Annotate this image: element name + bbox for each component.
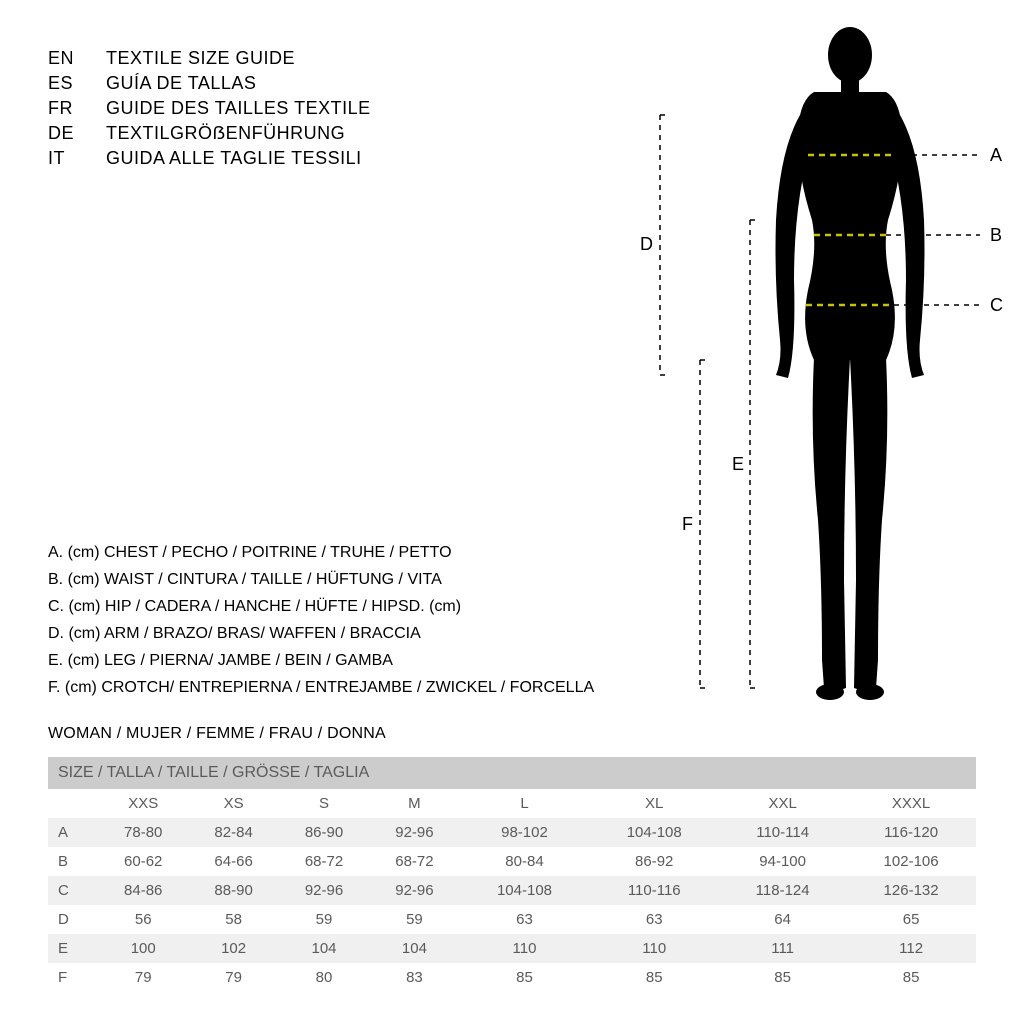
table-cell: 110 [460,934,590,963]
table-cell: 79 [98,963,188,992]
table-cell: XS [188,789,278,818]
table-cell: 83 [369,963,459,992]
table-cell: 111 [719,934,846,963]
table-cell: 104 [369,934,459,963]
table-cell: 104-108 [460,876,590,905]
table-cell: XXS [98,789,188,818]
table-cell: 110-114 [719,818,846,847]
table-cell: 64-66 [188,847,278,876]
table-row: F7979808385858585 [48,963,976,992]
silhouette-icon [776,27,925,700]
table-cell [48,789,98,818]
table-cell: 100 [98,934,188,963]
label-b: B [990,225,1002,245]
table-row: C84-8688-9092-9692-96104-108110-116118-1… [48,876,976,905]
table-header-text: SIZE / TALLA / TAILLE / GRÖSSE / TAGLIA [48,757,976,789]
table-cell: XXL [719,789,846,818]
table-cell: 92-96 [369,876,459,905]
table-row: A78-8082-8486-9092-9698-102104-108110-11… [48,818,976,847]
table-cell: 94-100 [719,847,846,876]
table-cell: 110 [589,934,719,963]
table-cell: 65 [846,905,976,934]
table-cell: D [48,905,98,934]
size-table: SIZE / TALLA / TAILLE / GRÖSSE / TAGLIA … [48,757,976,992]
table-cell: 86-92 [589,847,719,876]
table-cell: 56 [98,905,188,934]
table-cell: 60-62 [98,847,188,876]
woman-label: WOMAN / MUJER / FEMME / FRAU / DONNA [48,725,976,743]
table-cell: 88-90 [188,876,278,905]
label-e: E [732,454,744,474]
table-cell: F [48,963,98,992]
table-header: SIZE / TALLA / TAILLE / GRÖSSE / TAGLIA [48,757,976,789]
table-cell: XXXL [846,789,976,818]
lang-title: GUÍA DE TALLAS [106,73,256,94]
lang-code: EN [48,48,106,69]
table-row: E100102104104110110111112 [48,934,976,963]
table-cell: 63 [589,905,719,934]
table-cell: 112 [846,934,976,963]
table-cell: 92-96 [369,818,459,847]
table-cell: 79 [188,963,278,992]
table-cell: E [48,934,98,963]
label-d: D [640,234,653,254]
lang-code: IT [48,148,106,169]
body-diagram: A B C D E F [600,20,1020,720]
table-cell: 78-80 [98,818,188,847]
lang-title: TEXTILGRÖẞENFÜHRUNG [106,123,345,144]
label-c: C [990,295,1003,315]
table-cell: 118-124 [719,876,846,905]
table-cell: L [460,789,590,818]
table-cell: XL [589,789,719,818]
table-cell: C [48,876,98,905]
table-cell: 116-120 [846,818,976,847]
table-cell: 98-102 [460,818,590,847]
table-cell: 85 [719,963,846,992]
table-cell: 59 [279,905,369,934]
table-cell: 126-132 [846,876,976,905]
table-cell: 85 [589,963,719,992]
table-cell: 59 [369,905,459,934]
table-cell: 85 [846,963,976,992]
table-cell: 84-86 [98,876,188,905]
table-cell: 82-84 [188,818,278,847]
table-cell: 104 [279,934,369,963]
bracket-lines [660,115,760,688]
table-cell: 92-96 [279,876,369,905]
label-f: F [682,514,693,534]
table-cell: 102-106 [846,847,976,876]
lang-code: ES [48,73,106,94]
table-cell: 64 [719,905,846,934]
table-columns: XXS XS S M L XL XXL XXXL [48,789,976,818]
lang-code: DE [48,123,106,144]
lang-title: TEXTILE SIZE GUIDE [106,48,295,69]
table-cell: M [369,789,459,818]
lang-title: GUIDA ALLE TAGLIE TESSILI [106,148,362,169]
table-cell: 63 [460,905,590,934]
table-row: B60-6264-6668-7268-7280-8486-9294-100102… [48,847,976,876]
table-cell: 68-72 [369,847,459,876]
table-cell: 80 [279,963,369,992]
table-cell: 110-116 [589,876,719,905]
table-cell: 85 [460,963,590,992]
lang-title: GUIDE DES TAILLES TEXTILE [106,98,371,119]
table-cell: S [279,789,369,818]
table-cell: A [48,818,98,847]
table-cell: 104-108 [589,818,719,847]
table-cell: 68-72 [279,847,369,876]
table-cell: 102 [188,934,278,963]
lang-code: FR [48,98,106,119]
label-a: A [990,145,1002,165]
table-cell: 80-84 [460,847,590,876]
table-row: D5658595963636465 [48,905,976,934]
table-cell: B [48,847,98,876]
table-cell: 86-90 [279,818,369,847]
table-cell: 58 [188,905,278,934]
